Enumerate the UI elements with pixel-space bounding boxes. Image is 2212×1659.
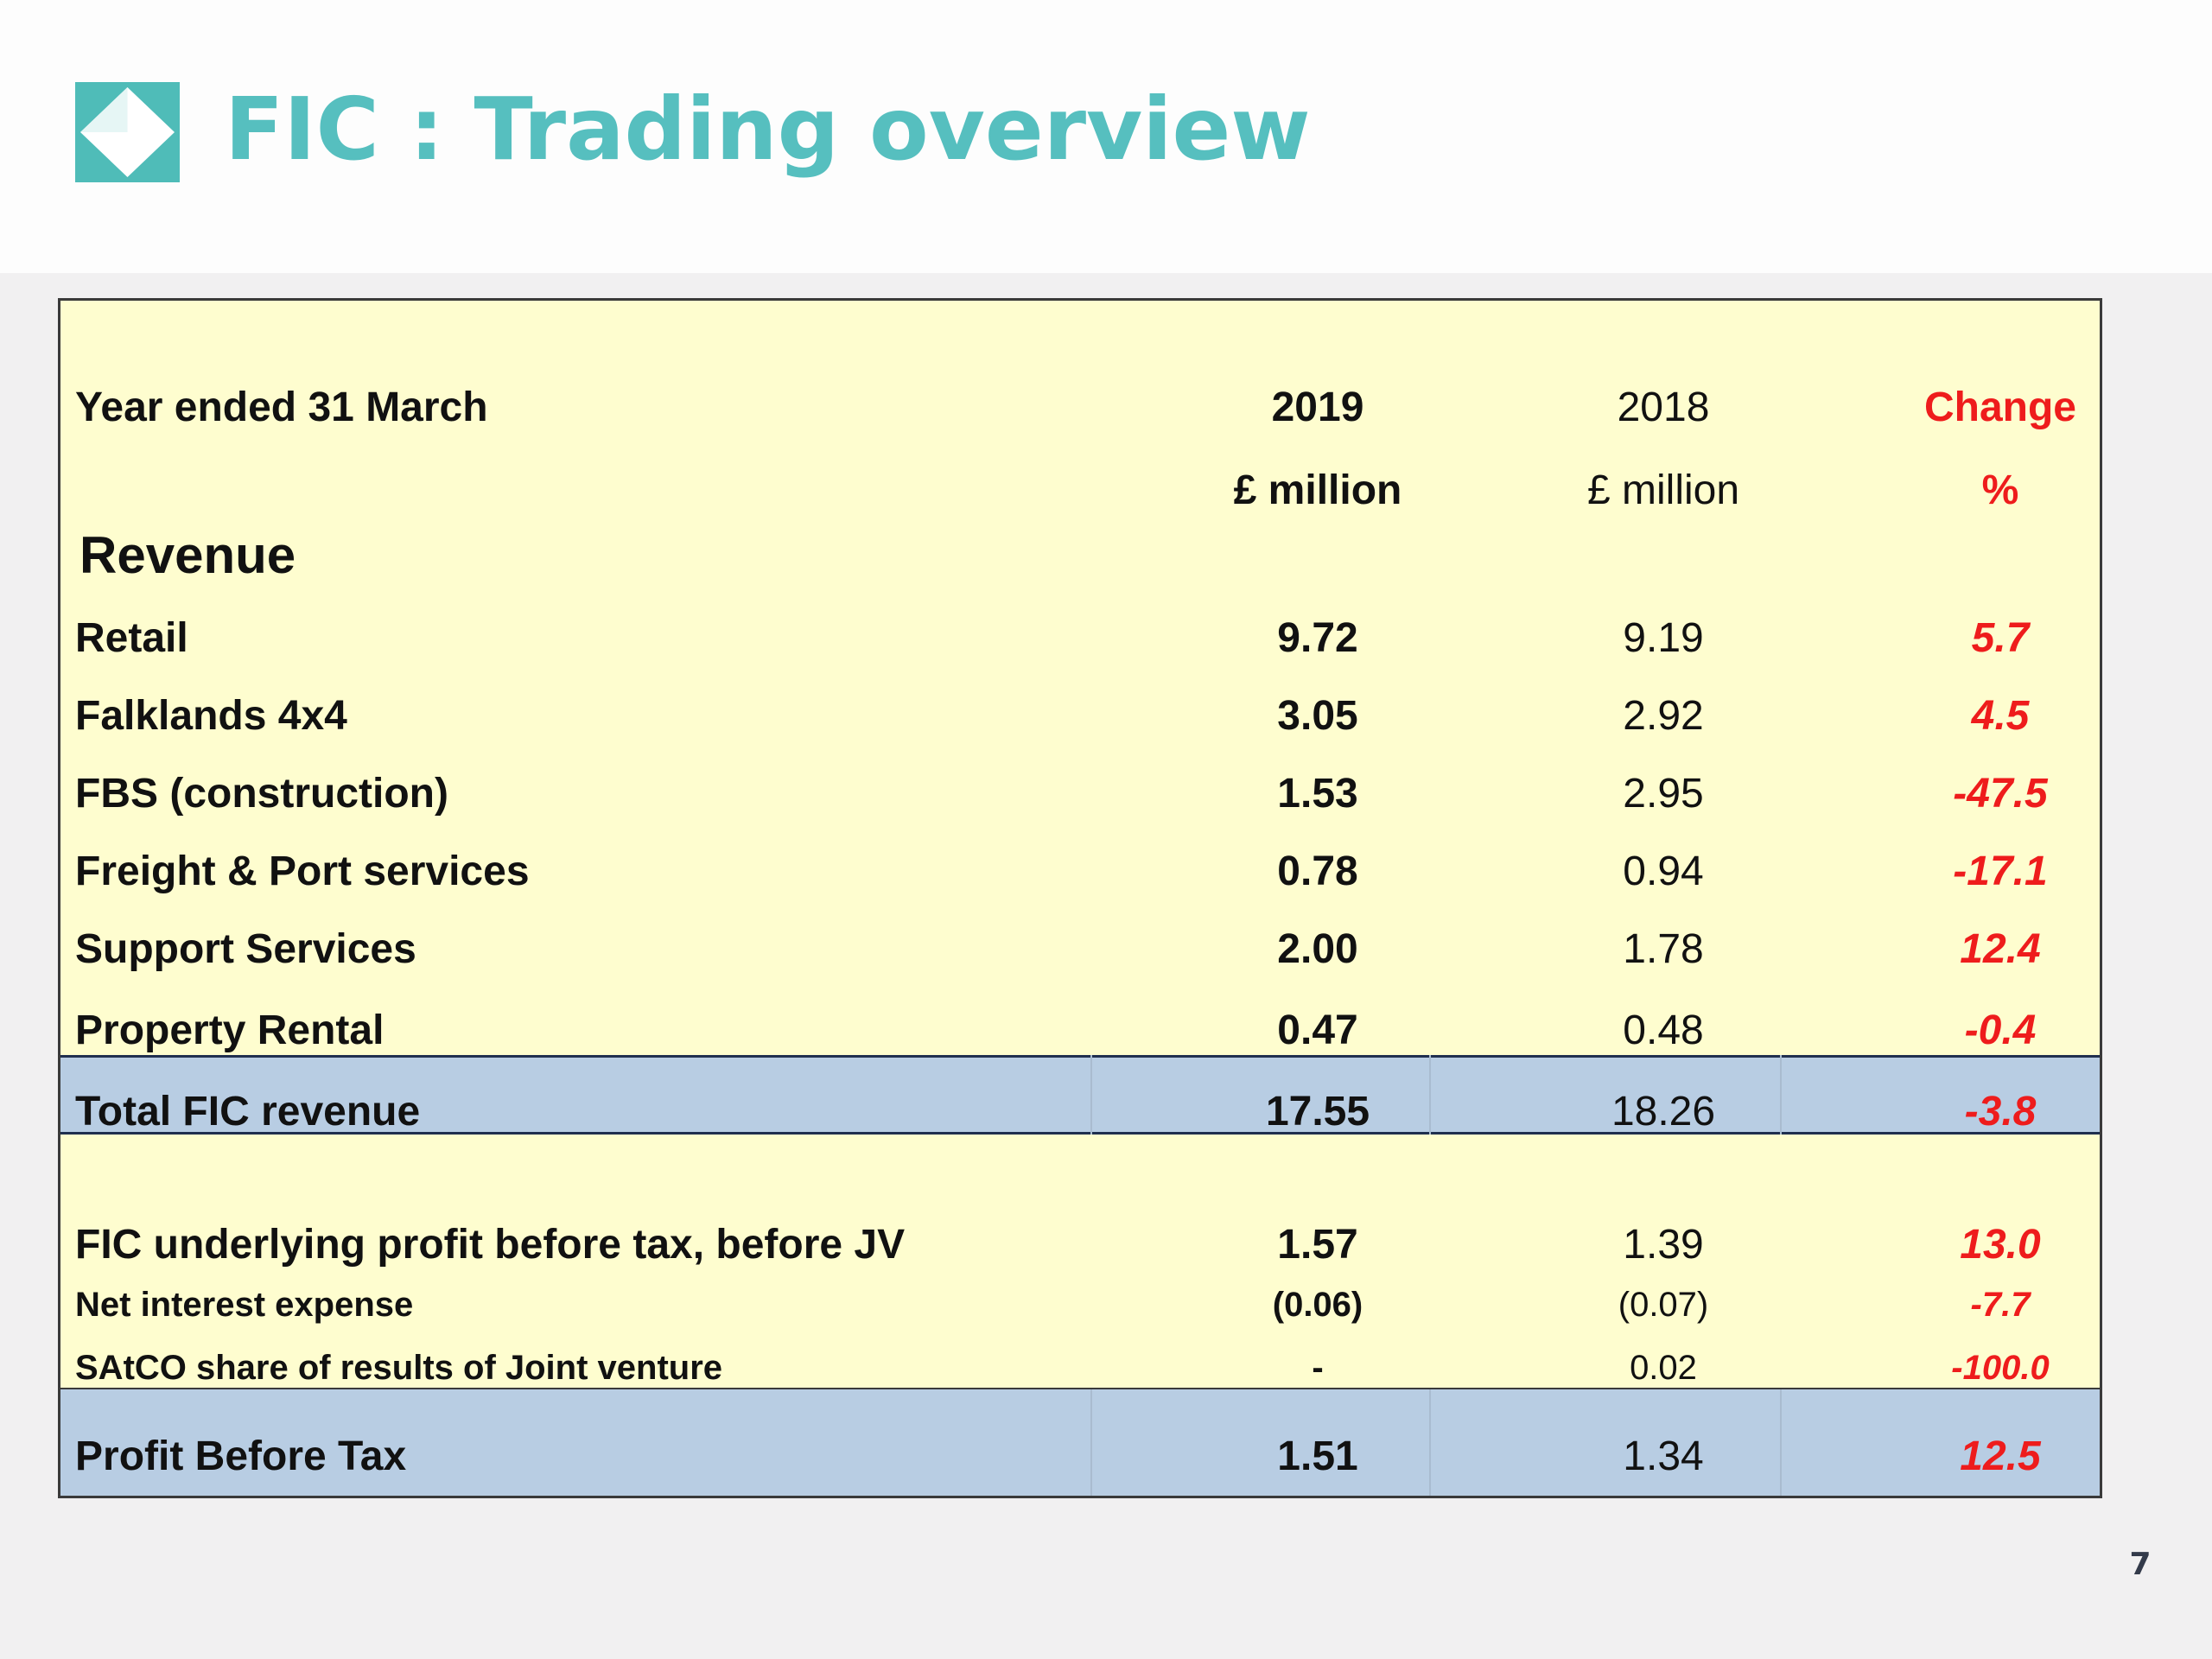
row-change: 4.5 bbox=[1971, 693, 2030, 739]
row-value-2019: 9.72 bbox=[1277, 615, 1358, 661]
slide-header: FIC : Trading overview bbox=[0, 0, 2212, 273]
row-value-2019: 0.78 bbox=[1277, 849, 1358, 894]
column-divider bbox=[1090, 1389, 1092, 1496]
column-divider bbox=[1429, 1389, 1431, 1496]
total-revenue-band bbox=[60, 1055, 2100, 1135]
row-value-2019: (0.06) bbox=[1272, 1286, 1363, 1324]
unit-2018: £ million bbox=[1586, 467, 1740, 513]
row-value-2019: 17.55 bbox=[1265, 1089, 1370, 1135]
header-2019: 2019 bbox=[1271, 385, 1364, 430]
row-value-2019: 1.57 bbox=[1277, 1222, 1358, 1268]
unit-2019: £ million bbox=[1233, 467, 1402, 513]
row-label: Net interest expense bbox=[75, 1286, 414, 1324]
row-value-2019: 0.47 bbox=[1277, 1007, 1358, 1053]
row-label: Support Services bbox=[75, 926, 416, 972]
diamond-logo-icon bbox=[75, 82, 180, 182]
trading-table: Year ended 31 March 2019 2018 Change £ m… bbox=[58, 298, 2102, 1498]
row-label: SAtCO share of results of Joint venture bbox=[75, 1349, 723, 1387]
row-change: -17.1 bbox=[1953, 849, 2048, 894]
row-change: -47.5 bbox=[1953, 771, 2048, 817]
row-value-2018: (0.07) bbox=[1618, 1286, 1709, 1324]
row-label: Total FIC revenue bbox=[75, 1089, 421, 1135]
row-value-2019: 3.05 bbox=[1277, 693, 1358, 739]
row-change: -100.0 bbox=[1951, 1349, 2050, 1387]
row-change: 12.4 bbox=[1960, 926, 2041, 972]
column-divider bbox=[1429, 1055, 1431, 1135]
row-value-2019: 2.00 bbox=[1277, 926, 1358, 972]
row-value-2018: 1.34 bbox=[1623, 1433, 1704, 1479]
row-value-2018: 1.78 bbox=[1623, 926, 1704, 972]
row-value-2018: 0.94 bbox=[1623, 849, 1704, 894]
row-label: Retail bbox=[75, 615, 188, 661]
page-number: 7 bbox=[2129, 1547, 2152, 1582]
row-label: Profit Before Tax bbox=[75, 1433, 407, 1479]
unit-change: % bbox=[1981, 467, 2019, 513]
row-change: -7.7 bbox=[1970, 1286, 2031, 1324]
header-2018: 2018 bbox=[1617, 385, 1710, 430]
row-change: 12.5 bbox=[1960, 1433, 2041, 1479]
column-divider bbox=[1090, 1055, 1092, 1135]
row-value-2018: 0.02 bbox=[1630, 1349, 1697, 1387]
section-heading-revenue: Revenue bbox=[79, 526, 296, 584]
row-value-2018: 1.39 bbox=[1623, 1222, 1704, 1268]
row-value-2018: 9.19 bbox=[1623, 615, 1704, 661]
row-value-2019: 1.51 bbox=[1277, 1433, 1358, 1479]
header-change: Change bbox=[1923, 385, 2076, 430]
row-value-2018: 0.48 bbox=[1623, 1007, 1704, 1053]
row-change: 5.7 bbox=[1971, 615, 2030, 661]
row-label: FIC underlying profit before tax, before… bbox=[75, 1222, 906, 1268]
row-label: Property Rental bbox=[75, 1007, 385, 1053]
row-value-2018: 2.92 bbox=[1623, 693, 1704, 739]
row-label: Freight & Port services bbox=[75, 849, 530, 894]
column-divider bbox=[1780, 1055, 1782, 1135]
row-change: -0.4 bbox=[1964, 1007, 2037, 1053]
row-change: -3.8 bbox=[1964, 1089, 2037, 1135]
column-divider bbox=[1780, 1389, 1782, 1496]
row-value-2018: 2.95 bbox=[1623, 771, 1704, 817]
row-label: FBS (construction) bbox=[75, 771, 448, 817]
profit-before-tax-band bbox=[60, 1388, 2100, 1496]
row-value-2018: 18.26 bbox=[1611, 1089, 1716, 1135]
header-year-label: Year ended 31 March bbox=[75, 385, 488, 430]
row-change: 13.0 bbox=[1960, 1222, 2041, 1268]
row-label: Falklands 4x4 bbox=[75, 693, 347, 739]
row-value-2019: 1.53 bbox=[1277, 771, 1358, 817]
page-title: FIC : Trading overview bbox=[225, 79, 1311, 180]
row-value-2019: - bbox=[1312, 1349, 1324, 1387]
